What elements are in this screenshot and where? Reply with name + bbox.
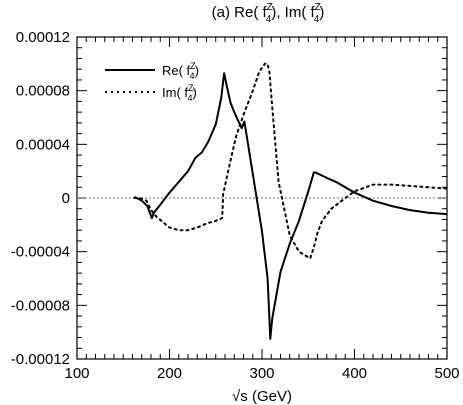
axis-ticks	[76, 36, 448, 360]
legend: Re( fZ 4) Im( fZ 4)	[105, 61, 199, 103]
legend-label-re: Re( fZ 4)	[162, 61, 199, 81]
y-tick-label: -0.00008	[11, 297, 70, 314]
y-tick-label: 0.00008	[16, 83, 70, 100]
y-tick-label: 0.00004	[16, 136, 70, 153]
chart-title: (a) Re( fZ 4), Im( fZ 4)	[212, 2, 325, 25]
y-tick-label: -0.00004	[11, 244, 70, 261]
y-tick-label: 0	[62, 190, 70, 207]
x-tick-label: 100	[64, 365, 89, 382]
y-tick-label: -0.00012	[11, 351, 70, 368]
x-tick-label: 400	[342, 365, 367, 382]
series-line-re	[133, 72, 448, 340]
y-tick-label: 0.00012	[16, 29, 70, 46]
series-line-im	[133, 62, 448, 260]
x-tick-label: 200	[157, 365, 182, 382]
x-tick-label: 300	[249, 365, 274, 382]
x-tick-label: 500	[434, 365, 459, 382]
legend-label-im: Im( fZ 4)	[162, 83, 197, 103]
x-axis-label: √s (GeV)	[232, 388, 292, 405]
axis-tick-labels: 100 200 300 400 500 0.00012 0.00008 0.00004 0 -0.…	[11, 29, 460, 382]
series-layer	[133, 62, 448, 340]
